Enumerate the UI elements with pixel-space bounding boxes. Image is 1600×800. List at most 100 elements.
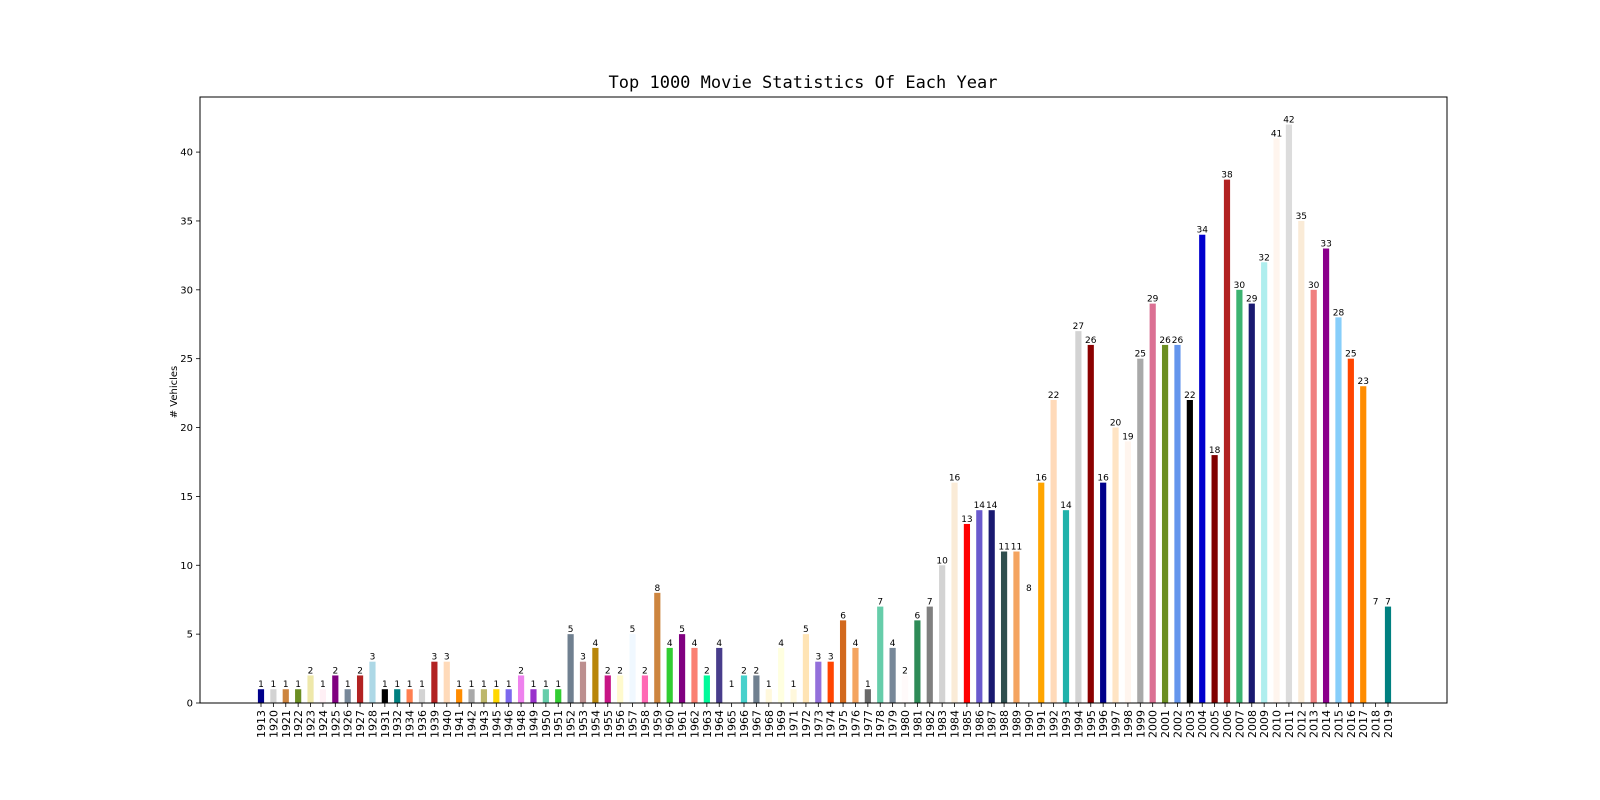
bar-1971 xyxy=(790,689,797,703)
bar-1996 xyxy=(1100,482,1107,703)
x-tick-label-1920: 1920 xyxy=(267,710,280,738)
bar-1962 xyxy=(691,647,698,703)
data-label-1921: 1 xyxy=(283,680,289,690)
bars-group xyxy=(257,124,1392,704)
data-label-1942: 1 xyxy=(469,680,475,690)
bar-1969 xyxy=(778,647,785,703)
bar-1965 xyxy=(728,689,735,703)
y-tick-label-10: 10 xyxy=(180,561,193,572)
bar-1964 xyxy=(716,647,723,703)
x-tick-label-1956: 1956 xyxy=(614,710,627,738)
data-label-1982: 7 xyxy=(927,598,933,608)
x-tick-label-1957: 1957 xyxy=(627,710,640,738)
data-label-1923: 2 xyxy=(308,666,314,676)
bar-2018 xyxy=(1372,606,1379,703)
x-tick-label-1924: 1924 xyxy=(317,710,330,738)
bar-1972 xyxy=(802,634,810,703)
x-tick-label-1961: 1961 xyxy=(676,710,689,738)
data-label-1931: 1 xyxy=(382,680,388,690)
x-tick-label-1997: 1997 xyxy=(1110,710,1123,738)
x-tick-label-2017: 2017 xyxy=(1357,710,1370,738)
bar-1925 xyxy=(332,675,339,703)
x-tick-label-1988: 1988 xyxy=(998,710,1011,738)
x-tick-label-1987: 1987 xyxy=(986,710,999,738)
x-tick-label-1926: 1926 xyxy=(342,710,355,738)
x-tick-label-2004: 2004 xyxy=(1196,710,1209,738)
data-label-2015: 28 xyxy=(1333,308,1345,318)
bar-2004 xyxy=(1199,234,1206,704)
y-tick-label-25: 25 xyxy=(180,354,193,365)
data-label-1980: 2 xyxy=(902,666,908,676)
bar-1948 xyxy=(517,675,525,703)
x-tick-label-1977: 1977 xyxy=(862,710,875,738)
data-label-2014: 33 xyxy=(1320,240,1331,250)
data-label-1958: 2 xyxy=(642,666,648,676)
data-label-1972: 5 xyxy=(803,625,809,635)
x-tick-label-1964: 1964 xyxy=(713,710,726,738)
data-label-1928: 3 xyxy=(370,653,376,663)
data-label-1979: 4 xyxy=(890,639,896,649)
data-label-1961: 5 xyxy=(679,625,685,635)
data-label-1968: 1 xyxy=(766,680,772,690)
x-tick-label-1978: 1978 xyxy=(874,710,887,738)
bar-1952 xyxy=(567,634,574,703)
data-label-1973: 3 xyxy=(815,653,821,663)
x-tick-label-1974: 1974 xyxy=(825,710,838,738)
data-label-1989: 11 xyxy=(1011,543,1022,553)
x-tick-label-1993: 1993 xyxy=(1060,710,1073,738)
bar-1975 xyxy=(839,620,847,703)
x-tick-label-1963: 1963 xyxy=(701,710,714,738)
bar-1978 xyxy=(877,606,884,703)
x-tick-label-2007: 2007 xyxy=(1233,710,1246,738)
bar-1967 xyxy=(753,675,760,703)
bar-1924 xyxy=(319,689,327,703)
bar-1950 xyxy=(542,689,549,703)
bar-1988 xyxy=(1000,551,1008,703)
data-label-2002: 26 xyxy=(1172,336,1184,346)
bar-1990 xyxy=(1025,592,1032,703)
data-label-2013: 30 xyxy=(1308,281,1320,291)
x-tick-label-1950: 1950 xyxy=(540,710,553,738)
bar-1957 xyxy=(629,634,636,703)
x-tick-label-1960: 1960 xyxy=(664,710,677,738)
x-tick-label-1932: 1932 xyxy=(391,710,404,738)
data-label-1997: 20 xyxy=(1110,419,1122,429)
x-tick-label-2018: 2018 xyxy=(1370,710,1383,738)
x-axis-ticks: 1913 1920 1921 1922 1923 1924 1925 1926 1927 1928… xyxy=(255,703,1395,738)
x-tick-label-2001: 2001 xyxy=(1159,710,1172,738)
x-tick-label-1936: 1936 xyxy=(416,710,429,738)
bar-2007 xyxy=(1236,289,1243,703)
x-tick-label-1939: 1939 xyxy=(428,710,441,738)
data-label-1927: 2 xyxy=(357,666,363,676)
x-tick-label-1931: 1931 xyxy=(379,710,392,738)
data-label-1955: 2 xyxy=(605,666,611,676)
y-axis-label: # Vehicles xyxy=(169,366,180,419)
bar-1928 xyxy=(369,661,376,703)
bar-1949 xyxy=(530,689,537,703)
bar-1940 xyxy=(443,661,450,703)
data-label-1943: 1 xyxy=(481,680,487,690)
data-label-2005: 18 xyxy=(1209,446,1221,456)
data-label-1987: 14 xyxy=(986,501,998,511)
bar-1926 xyxy=(344,689,351,703)
x-tick-label-1973: 1973 xyxy=(812,710,825,738)
bar-1945 xyxy=(493,689,500,703)
data-label-1967: 2 xyxy=(754,666,760,676)
data-label-1954: 4 xyxy=(593,639,599,649)
x-tick-label-1982: 1982 xyxy=(924,710,937,738)
x-tick-label-1981: 1981 xyxy=(911,710,924,738)
data-label-2009: 32 xyxy=(1258,253,1269,263)
data-label-1959: 8 xyxy=(654,584,660,594)
bar-2014 xyxy=(1322,248,1330,703)
bar-2006 xyxy=(1223,179,1231,703)
data-label-1991: 16 xyxy=(1036,474,1048,484)
bar-2011 xyxy=(1285,124,1293,704)
bar-2001 xyxy=(1161,344,1169,703)
x-tick-label-1922: 1922 xyxy=(292,710,305,738)
bar-1992 xyxy=(1050,400,1057,703)
x-tick-label-1999: 1999 xyxy=(1134,710,1147,738)
bar-2015 xyxy=(1335,317,1342,703)
data-label-1999: 25 xyxy=(1135,350,1146,360)
data-label-2001: 26 xyxy=(1159,336,1171,346)
